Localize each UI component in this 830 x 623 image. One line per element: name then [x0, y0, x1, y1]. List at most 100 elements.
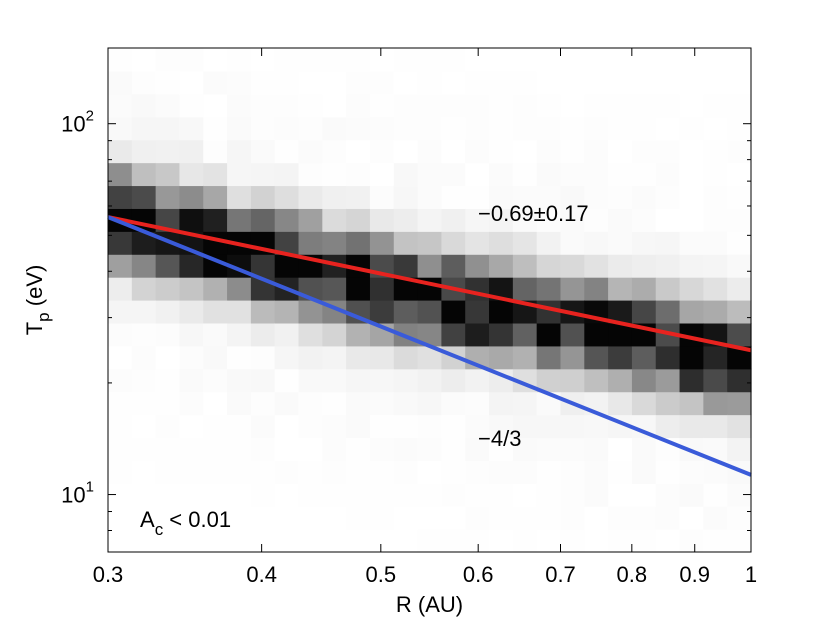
- heatmap-cell: [679, 300, 704, 324]
- heatmap-cell: [393, 162, 419, 187]
- heatmap-cell: [250, 254, 276, 278]
- heatmap-cell: [369, 300, 395, 324]
- heatmap-cell: [441, 322, 466, 347]
- heatmap-cell: [298, 391, 323, 416]
- heatmap-cell: [489, 322, 514, 347]
- heatmap-cell: [108, 254, 133, 278]
- heatmap-cell: [346, 529, 371, 553]
- heatmap-cell: [631, 162, 657, 187]
- heatmap-cell: [227, 208, 252, 232]
- heatmap-cell: [512, 483, 538, 507]
- heatmap-cell: [108, 506, 133, 530]
- heatmap-cell: [298, 185, 323, 209]
- heatmap-cell: [346, 208, 371, 232]
- heatmap-cell: [369, 414, 395, 439]
- heatmap-cell: [417, 529, 442, 553]
- heatmap-cell: [155, 116, 181, 141]
- heatmap-cell: [322, 162, 347, 187]
- heatmap-cell: [298, 300, 323, 324]
- heatmap-cell: [631, 529, 657, 553]
- heatmap-cell: [203, 116, 228, 141]
- heatmap-cell: [631, 277, 657, 301]
- heatmap-cell: [131, 231, 157, 255]
- heatmap-cell: [441, 185, 466, 209]
- heatmap-cell: [346, 116, 371, 141]
- heatmap-cell: [703, 162, 728, 187]
- heatmap-cell: [560, 277, 585, 301]
- heatmap-cell: [727, 162, 752, 187]
- heatmap-cell: [179, 391, 204, 416]
- filter-annotation: Ac < 0.01: [140, 507, 231, 539]
- heatmap-cell: [679, 116, 704, 141]
- heatmap-cell: [441, 300, 466, 324]
- heatmap-cell: [108, 231, 133, 255]
- heatmap-cell: [274, 506, 300, 530]
- heatmap-cell: [441, 414, 466, 439]
- heatmap-cell: [298, 322, 323, 347]
- heatmap-cell: [274, 162, 300, 187]
- heatmap-cell: [489, 139, 514, 164]
- heatmap-cell: [608, 162, 633, 187]
- heatmap-cell: [465, 231, 490, 255]
- heatmap-cell: [608, 231, 633, 255]
- heatmap-cell: [727, 185, 752, 209]
- heatmap-cell: [131, 48, 157, 72]
- heatmap-cell: [608, 277, 633, 301]
- heatmap-cell: [536, 70, 562, 95]
- heatmap-cell: [298, 116, 323, 141]
- heatmap-cell: [703, 208, 728, 232]
- heatmap-cell: [655, 48, 681, 72]
- heatmap-cell: [727, 414, 752, 439]
- heatmap-cell: [393, 437, 419, 461]
- heatmap-cell: [608, 93, 633, 118]
- heatmap-cell: [727, 231, 752, 255]
- heatmap-cell: [489, 391, 514, 416]
- heatmap-cell: [417, 322, 442, 347]
- heatmap-cell: [441, 483, 466, 507]
- heatmap-cell: [536, 529, 562, 553]
- heatmap-cell: [560, 506, 585, 530]
- heatmap-cell: [631, 483, 657, 507]
- heatmap-cell: [608, 300, 633, 324]
- heatmap-cell: [512, 345, 538, 370]
- heatmap-cell: [584, 208, 609, 232]
- heatmap-cell: [203, 277, 228, 301]
- annotation-rest: < 0.01: [163, 507, 231, 532]
- heatmap-cell: [584, 231, 609, 255]
- heatmap-cell: [179, 93, 204, 118]
- heatmap-cell: [227, 185, 252, 209]
- heatmap-cell: [250, 322, 276, 347]
- heatmap-cell: [131, 254, 157, 278]
- heatmap-cell: [631, 93, 657, 118]
- heatmap-cell: [727, 277, 752, 301]
- heatmap-cell: [250, 414, 276, 439]
- heatmap-cell: [679, 162, 704, 187]
- heatmap-cell: [417, 300, 442, 324]
- heatmap-cell: [512, 208, 538, 232]
- plot-frame: [107, 47, 752, 553]
- heatmap-cell: [322, 70, 347, 95]
- heatmap-cell: [560, 345, 585, 370]
- heatmap-cell: [274, 483, 300, 507]
- heatmap-cell: [155, 162, 181, 187]
- y-tick-label: 102: [61, 108, 94, 137]
- heatmap-cell: [108, 70, 133, 95]
- heatmap-cell: [560, 322, 585, 347]
- heatmap-cell: [608, 185, 633, 209]
- heatmap-cell: [322, 48, 347, 72]
- heatmap-cell: [489, 162, 514, 187]
- heatmap-cell: [512, 185, 538, 209]
- heatmap-cell: [131, 345, 157, 370]
- heatmap-cell: [250, 529, 276, 553]
- heatmap-cell: [298, 529, 323, 553]
- heatmap-cell: [369, 368, 395, 393]
- heatmap-cell: [703, 300, 728, 324]
- heatmap-cell: [322, 460, 347, 484]
- heatmap-cell: [489, 231, 514, 255]
- heatmap-cell: [108, 368, 133, 393]
- heatmap-cell: [536, 139, 562, 164]
- heatmap-cell: [417, 185, 442, 209]
- x-axis-label: R (AU): [396, 592, 463, 617]
- heatmap-cell: [108, 48, 133, 72]
- heatmap-cell: [727, 139, 752, 164]
